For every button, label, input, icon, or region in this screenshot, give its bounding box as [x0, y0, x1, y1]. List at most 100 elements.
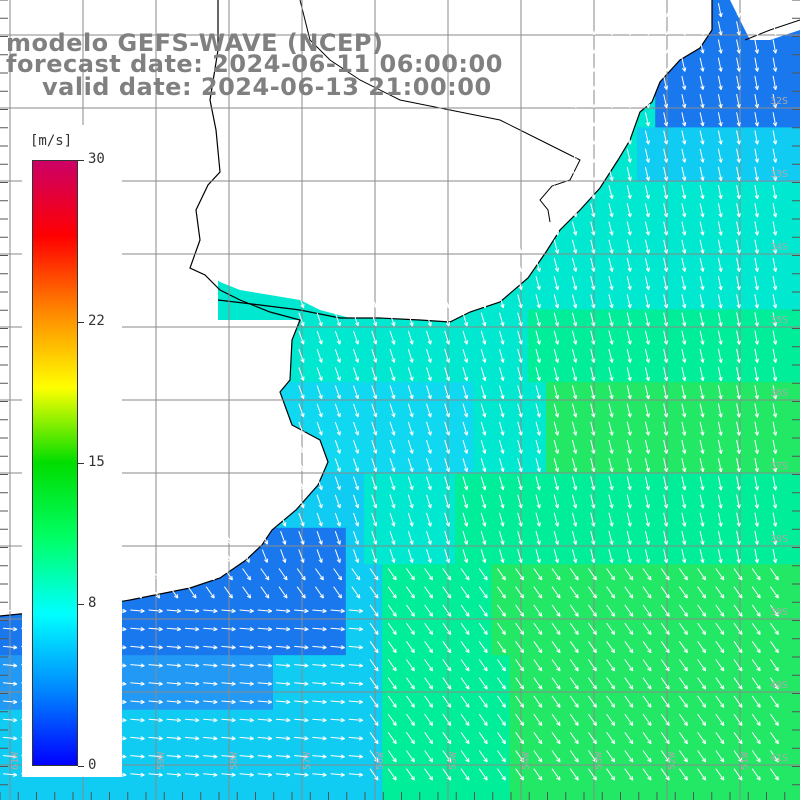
wind-arrow	[496, 768, 506, 781]
wind-arrow	[663, 166, 669, 181]
colorbar	[32, 160, 78, 766]
wind-arrow	[275, 645, 291, 650]
wind-arrow	[132, 586, 142, 599]
wind-arrow	[751, 713, 761, 726]
wind-arrow	[407, 348, 414, 363]
wind-arrow	[239, 608, 254, 614]
wind-arrow	[132, 568, 142, 581]
wind-arrow	[697, 586, 707, 599]
wind-arrow	[571, 348, 578, 363]
wind-arrow	[480, 549, 487, 564]
wind-arrow	[660, 768, 670, 781]
wind-arrow	[553, 330, 560, 345]
wind-arrow	[407, 330, 414, 345]
wind-arrow	[660, 622, 670, 635]
wind-arrow	[553, 257, 560, 272]
wind-arrow	[334, 531, 341, 545]
wind-arrow	[571, 221, 578, 236]
wind-arrow	[257, 736, 273, 741]
wind-arrow	[462, 312, 469, 327]
wind-arrow	[499, 330, 505, 345]
wind-arrow	[663, 294, 669, 309]
wind-arrow	[130, 681, 145, 686]
wind-arrow	[678, 604, 688, 617]
wind-arrow	[444, 476, 450, 491]
wind-arrow	[772, 549, 778, 564]
wind-arrow	[608, 494, 614, 509]
wind-arrow	[660, 568, 670, 581]
wind-arrow	[754, 512, 759, 527]
wind-arrow	[681, 221, 687, 236]
wind-arrow	[444, 549, 450, 564]
wind-arrow	[587, 768, 597, 781]
wind-arrow	[316, 312, 323, 327]
wind-arrow	[733, 750, 743, 763]
wind-arrow	[699, 75, 705, 90]
wind-arrow	[243, 549, 250, 563]
wind-arrow	[754, 75, 759, 90]
wind-arrow	[772, 3, 778, 18]
wind-arrow	[535, 330, 541, 345]
wind-arrow	[298, 385, 305, 400]
wind-arrow	[203, 772, 218, 777]
wind-arrow	[496, 604, 506, 617]
colorbar-tick-label: 0	[88, 757, 97, 773]
wind-arrow	[754, 421, 759, 436]
wind-arrow	[426, 530, 432, 545]
wind-arrow	[590, 330, 596, 345]
wind-arrow	[660, 659, 670, 672]
wind-arrow	[590, 439, 596, 454]
wind-arrow	[480, 385, 487, 400]
wind-arrow	[517, 530, 523, 545]
wind-arrow	[444, 348, 450, 363]
wind-arrow	[608, 148, 614, 163]
wind-arrow	[590, 166, 596, 181]
wind-arrow	[130, 645, 145, 650]
wind-arrow	[660, 732, 670, 745]
wind-arrow	[608, 112, 614, 127]
wind-arrow	[644, 239, 650, 254]
wind-arrow	[424, 695, 434, 708]
colorbar-tick	[78, 160, 84, 161]
wind-arrow	[626, 185, 632, 200]
wind-arrow	[316, 349, 323, 363]
wind-arrow	[772, 421, 778, 436]
wind-arrow	[769, 641, 779, 654]
wind-arrow	[644, 39, 650, 54]
wind-arrow	[553, 239, 560, 254]
wind-arrow	[736, 530, 741, 546]
wind-arrow	[369, 659, 379, 672]
wind-arrow	[699, 185, 705, 200]
wind-arrow	[442, 568, 452, 581]
wind-arrow	[626, 348, 632, 363]
wind-arrow	[334, 349, 341, 363]
wind-arrow	[330, 717, 345, 723]
wind-arrow	[663, 476, 669, 491]
wind-arrow	[608, 166, 614, 181]
wind-arrow	[515, 604, 525, 617]
wind-arrow	[587, 568, 597, 581]
wind-arrow	[772, 385, 778, 400]
wind-arrow	[736, 312, 741, 327]
wind-arrow	[348, 681, 364, 686]
wind-arrow	[184, 717, 200, 723]
wind-arrow	[571, 112, 578, 127]
wind-arrow	[715, 659, 725, 672]
wind-arrow	[642, 586, 652, 599]
wind-arrow	[644, 385, 650, 400]
wind-arrow	[442, 768, 452, 781]
wind-arrow	[424, 586, 434, 599]
wind-arrow	[480, 530, 487, 545]
wind-arrow	[587, 750, 597, 763]
wind-arrow	[663, 421, 669, 436]
wind-arrow	[644, 312, 650, 327]
wind-arrow	[460, 604, 470, 617]
wind-arrow	[387, 713, 397, 726]
wind-arrow	[736, 57, 741, 72]
wind-arrow	[480, 367, 487, 382]
wind-arrow	[553, 348, 560, 363]
wind-arrow	[225, 549, 232, 563]
wind-arrow	[130, 736, 145, 741]
wind-arrow	[330, 645, 345, 650]
wind-arrow	[681, 57, 687, 72]
